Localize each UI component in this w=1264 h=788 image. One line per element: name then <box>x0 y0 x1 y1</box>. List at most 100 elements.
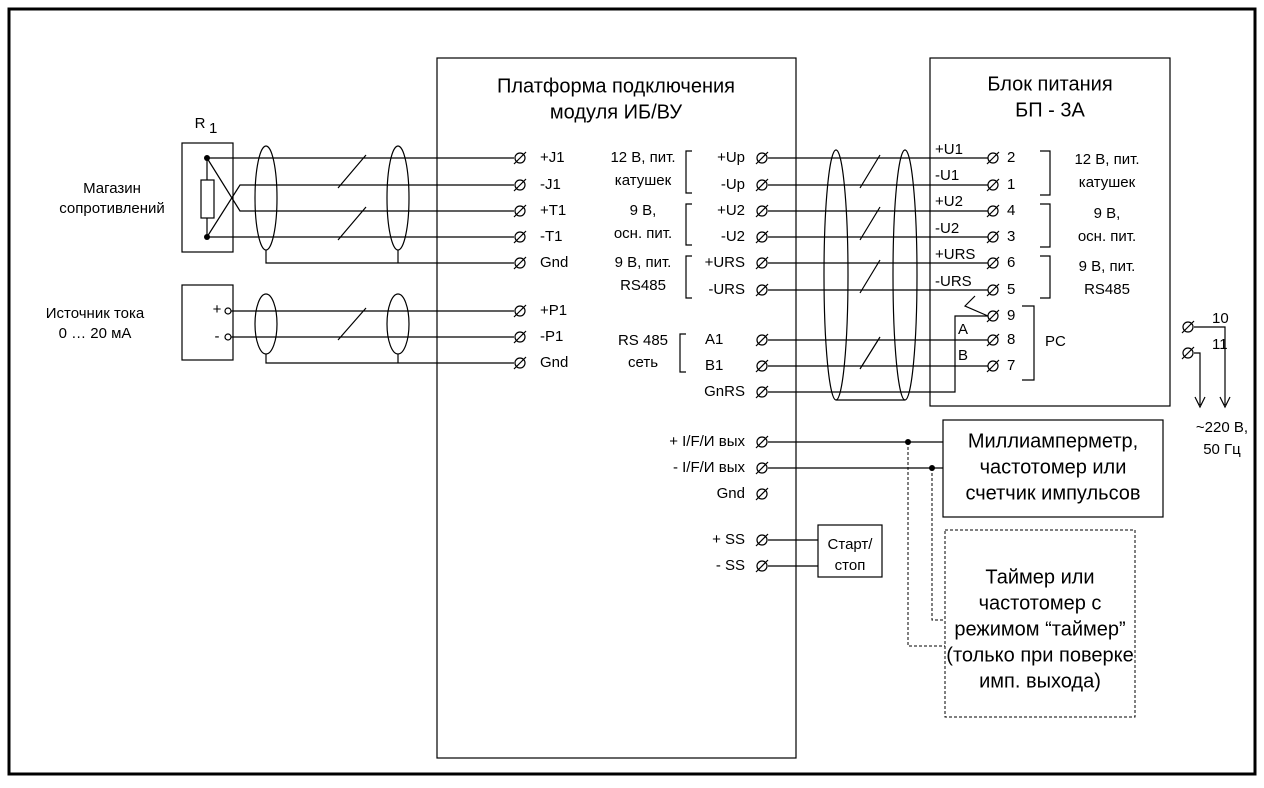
terminal <box>514 231 526 243</box>
terminal-slash <box>513 204 527 218</box>
label: B1 <box>705 357 723 374</box>
label: PC <box>1045 333 1066 350</box>
label: RS485 <box>1084 281 1130 298</box>
label: сеть <box>628 354 658 371</box>
label: R <box>195 115 206 132</box>
label: +P1 <box>540 302 567 319</box>
label: 9 В, пит. <box>615 254 672 271</box>
brackets <box>679 150 692 373</box>
label: +U1 <box>935 141 963 158</box>
label: -J1 <box>540 176 561 193</box>
terminal-slash <box>1181 346 1195 360</box>
terminal-slash <box>755 204 769 218</box>
terminal <box>514 305 526 317</box>
source-box <box>181 284 234 361</box>
label: Блок питания <box>987 73 1112 95</box>
terminal <box>987 152 999 164</box>
label: Миллиамперметр, <box>968 430 1138 452</box>
label: Источник тока <box>46 305 145 322</box>
label: частотомер с <box>979 592 1102 614</box>
shield <box>386 293 410 355</box>
label: +URS <box>705 254 745 271</box>
label: частотомер или <box>980 456 1127 478</box>
label: +U2 <box>935 193 963 210</box>
label: ~220 В, <box>1196 419 1248 436</box>
label: -URS <box>708 281 745 298</box>
terminal-slash <box>513 178 527 192</box>
terminal-slash <box>755 559 769 573</box>
brackets <box>1022 150 1051 381</box>
label: A1 <box>705 331 723 348</box>
terminal <box>756 462 768 474</box>
label: 1 <box>1007 176 1015 193</box>
label: 9 <box>1007 307 1015 324</box>
shield <box>254 293 278 355</box>
terminal-slash <box>986 178 1000 192</box>
terminal <box>756 436 768 448</box>
label: 10 <box>1212 310 1229 327</box>
terminal <box>514 331 526 343</box>
label: модуля ИБ/ВУ <box>550 101 682 123</box>
label: 12 В, пит. <box>610 149 675 166</box>
label: (только при поверке <box>946 644 1133 666</box>
label: 0 … 20 мА <box>59 325 132 342</box>
label: + <box>213 301 222 318</box>
shield <box>892 149 918 401</box>
pin <box>224 307 232 315</box>
label: стоп <box>835 557 866 574</box>
terminal <box>756 360 768 372</box>
label: - <box>215 328 220 345</box>
label: -T1 <box>540 228 563 245</box>
shield <box>823 149 849 401</box>
terminal-slash <box>986 283 1000 297</box>
label: 5 <box>1007 281 1015 298</box>
terminal-slash <box>986 204 1000 218</box>
wires <box>768 441 943 469</box>
label: осн. пит. <box>614 225 672 242</box>
label: 1 <box>209 120 217 137</box>
terminal <box>987 284 999 296</box>
label: 8 <box>1007 331 1015 348</box>
terminal <box>514 152 526 164</box>
terminal-slash <box>513 304 527 318</box>
terminal <box>756 560 768 572</box>
label: катушек <box>615 172 672 189</box>
label: Магазин <box>83 180 141 197</box>
terminal-slash <box>986 151 1000 165</box>
terminal-slash <box>513 330 527 344</box>
label: -U2 <box>721 228 745 245</box>
terminal <box>514 179 526 191</box>
terminal-slash <box>755 461 769 475</box>
terminal-slash <box>755 256 769 270</box>
label: -U2 <box>935 220 959 237</box>
terminal-slash <box>755 359 769 373</box>
terminal-slash <box>755 333 769 347</box>
terminal <box>987 310 999 322</box>
wires <box>768 539 818 567</box>
label: режимом “таймер” <box>954 618 1125 640</box>
terminal-slash <box>755 435 769 449</box>
terminal <box>756 179 768 191</box>
label: 7 <box>1007 357 1015 374</box>
label: - I/F/И вых <box>673 459 746 476</box>
timer-box <box>944 529 1136 718</box>
label: Платформа подключения <box>497 75 735 97</box>
terminal-slash <box>513 230 527 244</box>
label: 12 В, пит. <box>1074 151 1139 168</box>
terminal <box>987 334 999 346</box>
terminal <box>756 257 768 269</box>
resistor-box <box>181 142 234 253</box>
mains-wires <box>1194 326 1231 409</box>
start-stop-box <box>817 524 883 578</box>
platform-box <box>436 57 797 759</box>
node <box>204 155 210 161</box>
label: 9 В, <box>630 202 657 219</box>
terminal <box>987 231 999 243</box>
wires <box>206 157 514 238</box>
terminal-slash <box>755 487 769 501</box>
label: -URS <box>935 273 972 290</box>
terminal <box>756 231 768 243</box>
label: +Up <box>717 149 745 166</box>
